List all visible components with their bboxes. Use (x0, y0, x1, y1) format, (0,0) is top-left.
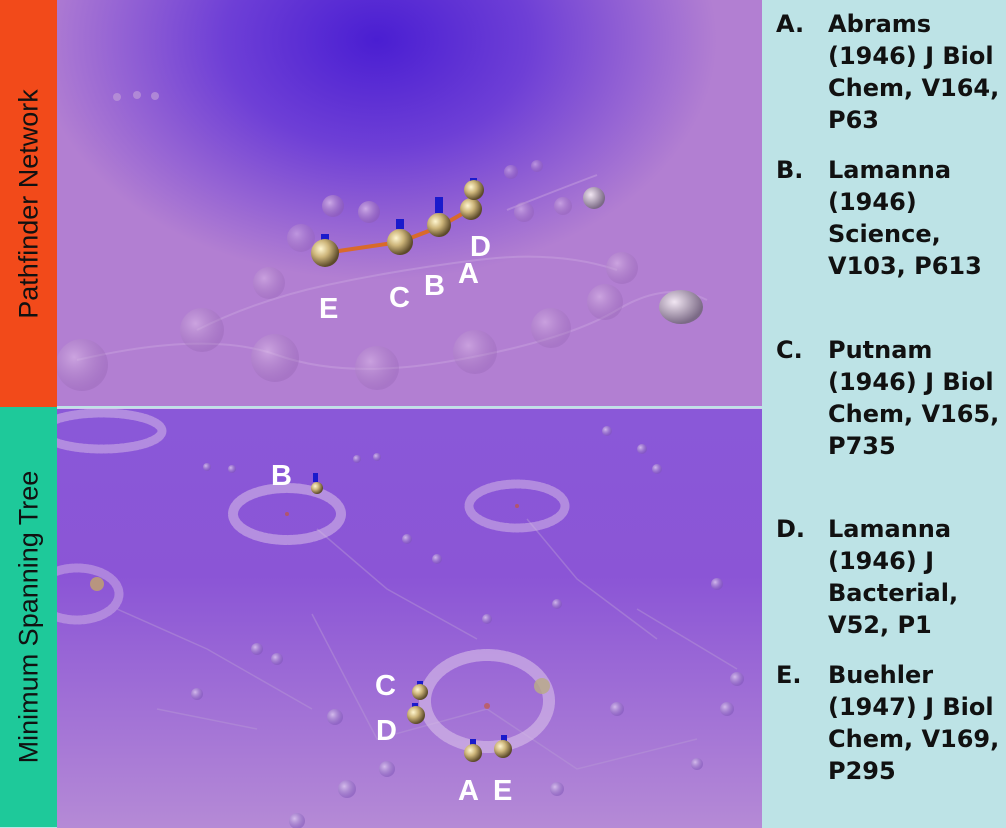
node-D (464, 178, 484, 200)
mst-label: Minimum Spanning Tree (13, 470, 43, 764)
node-label-D: D (470, 231, 491, 263)
node-label-B: B (424, 270, 445, 302)
mst-view[interactable]: B C D A E (57, 408, 762, 828)
node-B (427, 197, 451, 237)
node-label-A: A (458, 775, 479, 807)
node-label-A: A (458, 258, 479, 290)
node-label-C: C (389, 282, 410, 314)
legend-text: Abrams (1946) J Biol Chem, V164, P63 (828, 10, 1000, 134)
mst-band: Minimum Spanning Tree (0, 407, 57, 827)
node-label-B: B (271, 460, 292, 492)
background-nodes (57, 91, 703, 391)
node-A (464, 739, 482, 762)
legend-text: Putnam (1946) J Biol Chem, V165, P735 (828, 336, 1000, 460)
ring-centers (285, 504, 519, 709)
pathfinder-network-scene (57, 91, 708, 391)
node-C (387, 219, 413, 255)
legend-key: D. (776, 515, 806, 543)
ring-clusters (57, 409, 570, 753)
mst-highlight-nodes (311, 473, 512, 762)
node-C (412, 681, 428, 700)
path-nodes (311, 178, 484, 267)
legend-key: E. (776, 661, 802, 689)
legend-key: C. (776, 336, 803, 364)
node-label-E: E (493, 775, 513, 807)
background-edges (116, 518, 738, 770)
node-B (311, 473, 323, 494)
legend-text: Buehler (1947) J Biol Chem, V169, P295 (828, 661, 1000, 785)
pathfinder-network-band: Pathfinder Network (0, 0, 57, 407)
background-nodes (90, 426, 744, 828)
node-label-E: E (319, 293, 339, 325)
pathfinder-network-label: Pathfinder Network (13, 88, 43, 319)
node-label-D: D (376, 715, 397, 747)
node-label-C: C (375, 670, 396, 702)
mst-scene (57, 409, 744, 828)
node-E (311, 234, 339, 267)
pathfinder-network-view[interactable]: E C B A D (57, 0, 762, 406)
legend-key: A. (776, 10, 805, 38)
legend-key: B. (776, 156, 804, 184)
node-E (494, 735, 512, 758)
reference-legend: A. Abrams (1946) J Biol Chem, V164, P63 … (762, 0, 1006, 827)
node-D (407, 703, 425, 724)
legend-text: Lamanna (1946) J Bacterial, V52, P1 (828, 515, 959, 639)
node-A (460, 198, 482, 220)
legend-text: Lamanna (1946) Science, V103, P613 (828, 156, 982, 280)
